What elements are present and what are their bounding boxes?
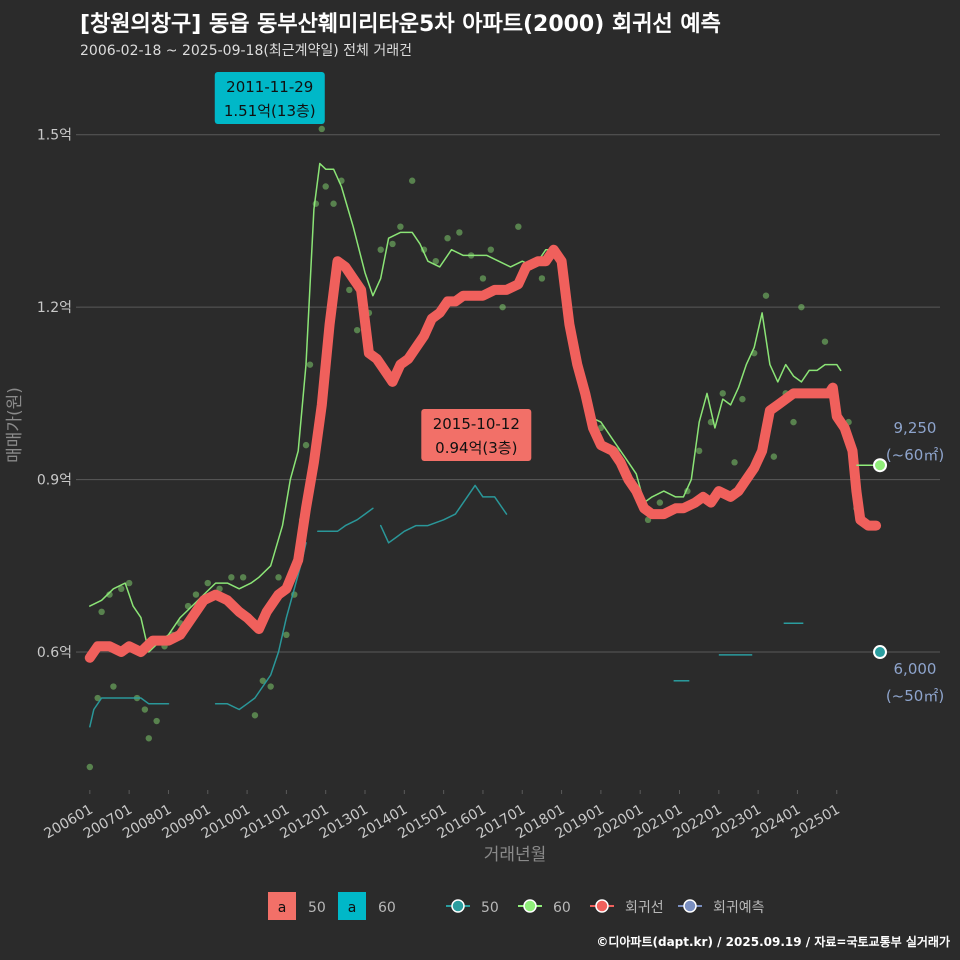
scatter-point: [790, 418, 797, 426]
legend-fill-swatch: [338, 892, 366, 920]
scatter-point: [656, 499, 664, 506]
end-label-area: (~50㎡): [886, 687, 944, 705]
end-point-50: [873, 645, 887, 660]
scatter-point: [125, 579, 133, 587]
scatter-point: [306, 361, 314, 368]
scatter-point: [456, 229, 463, 236]
legend-label: 60: [553, 900, 571, 916]
y-tick-label: 0.9억: [37, 473, 72, 489]
chart-title: [창원의창구] 동읍 동부산훼미리타운5차 아파트(2000) 회귀선 예측: [80, 12, 721, 37]
scatter-point: [239, 574, 247, 581]
scatter-point: [770, 453, 778, 460]
scatter-point: [538, 275, 546, 282]
scatter-point: [322, 183, 329, 190]
scatter-point: [118, 585, 125, 593]
callout-box: [214, 72, 325, 124]
scatter-point: [98, 608, 105, 616]
legend-swatch-glyph: a: [348, 900, 357, 916]
end-point-60: [873, 458, 887, 473]
scatter-point: [302, 441, 310, 449]
legend-fill-swatch: [268, 892, 296, 920]
scatter-point: [346, 286, 353, 294]
scatter-point: [86, 763, 94, 771]
chart-subtitle: 2006-02-18 ~ 2025-09-18(최근계약일) 전체 거래건: [80, 43, 412, 59]
scatter-point: [318, 125, 325, 133]
scatter-point: [353, 326, 361, 334]
scatter-point: [377, 246, 384, 253]
scatter-point: [204, 579, 211, 587]
scatter-point: [389, 240, 396, 248]
legend-label: 회귀선: [625, 900, 664, 916]
scatter-point: [719, 390, 726, 397]
legend-label: 60: [378, 900, 396, 916]
legend-swatch-glyph: a: [278, 900, 287, 916]
scatter-point: [267, 683, 274, 690]
scatter-point: [106, 591, 113, 598]
end-label-price: 6,000: [894, 660, 937, 678]
y-tick-label: 1.5억: [37, 128, 72, 144]
scatter-point: [192, 591, 200, 598]
scatter-point: [397, 223, 404, 230]
legend-label: 50: [308, 900, 326, 916]
legend-point-swatch: [451, 899, 465, 913]
source-caption: ©디아파트(dapt.kr) / 2025.09.19 / 자료=국토교통부 실…: [596, 935, 950, 949]
scatter-point: [408, 177, 416, 184]
legend-label: 50: [481, 900, 499, 916]
scatter-point: [499, 303, 506, 311]
scatter-point: [251, 712, 259, 719]
y-tick-label: 1.2억: [37, 300, 72, 316]
scatter-point: [330, 200, 337, 207]
x-axis-title: 거래년월: [484, 845, 547, 865]
y-axis-title: 매매가(원): [5, 387, 25, 463]
scatter-point: [798, 303, 805, 311]
callout-date: 2015-10-12: [433, 415, 520, 433]
scatter-point: [110, 683, 117, 690]
end-label-price: 9,250: [894, 419, 937, 437]
callout-date: 2011-11-29: [226, 78, 313, 96]
series-50-line: [317, 507, 374, 533]
scatter-point: [739, 395, 746, 403]
series-50-line: [214, 542, 307, 711]
legend-point-swatch: [523, 899, 537, 913]
scatter-point: [228, 574, 235, 581]
series-50-line: [89, 697, 170, 728]
scatter-point: [762, 292, 770, 299]
scatter-point: [515, 223, 522, 230]
regression-line: [84, 244, 882, 663]
scatter-point: [432, 257, 439, 265]
scatter-point: [145, 735, 152, 742]
callout-price: 0.94억(3층): [435, 439, 517, 457]
scatter-point: [731, 459, 738, 466]
end-label-area: (~60㎡): [886, 446, 944, 464]
scatter-point: [821, 338, 829, 345]
legend-label: 회귀예측: [713, 900, 765, 916]
scatter-point: [695, 447, 703, 455]
y-tick-label: 0.6억: [37, 645, 72, 661]
scatter-point: [275, 574, 282, 581]
series-60-line: [89, 162, 842, 653]
scatter-point: [259, 677, 267, 684]
series-50-line: [379, 484, 508, 544]
callout-box: [421, 409, 532, 461]
scatter-point: [479, 275, 487, 282]
legend-point-swatch: [595, 899, 609, 913]
scatter-point: [141, 706, 149, 713]
scatter-point: [597, 424, 605, 432]
legend-point-swatch: [683, 899, 697, 913]
callout-price: 1.51억(13층): [224, 102, 316, 120]
scatter-point: [283, 631, 290, 639]
scatter-point: [153, 717, 160, 725]
scatter-point: [444, 234, 451, 242]
scatter-point: [487, 246, 495, 253]
scatter-point: [94, 694, 101, 702]
